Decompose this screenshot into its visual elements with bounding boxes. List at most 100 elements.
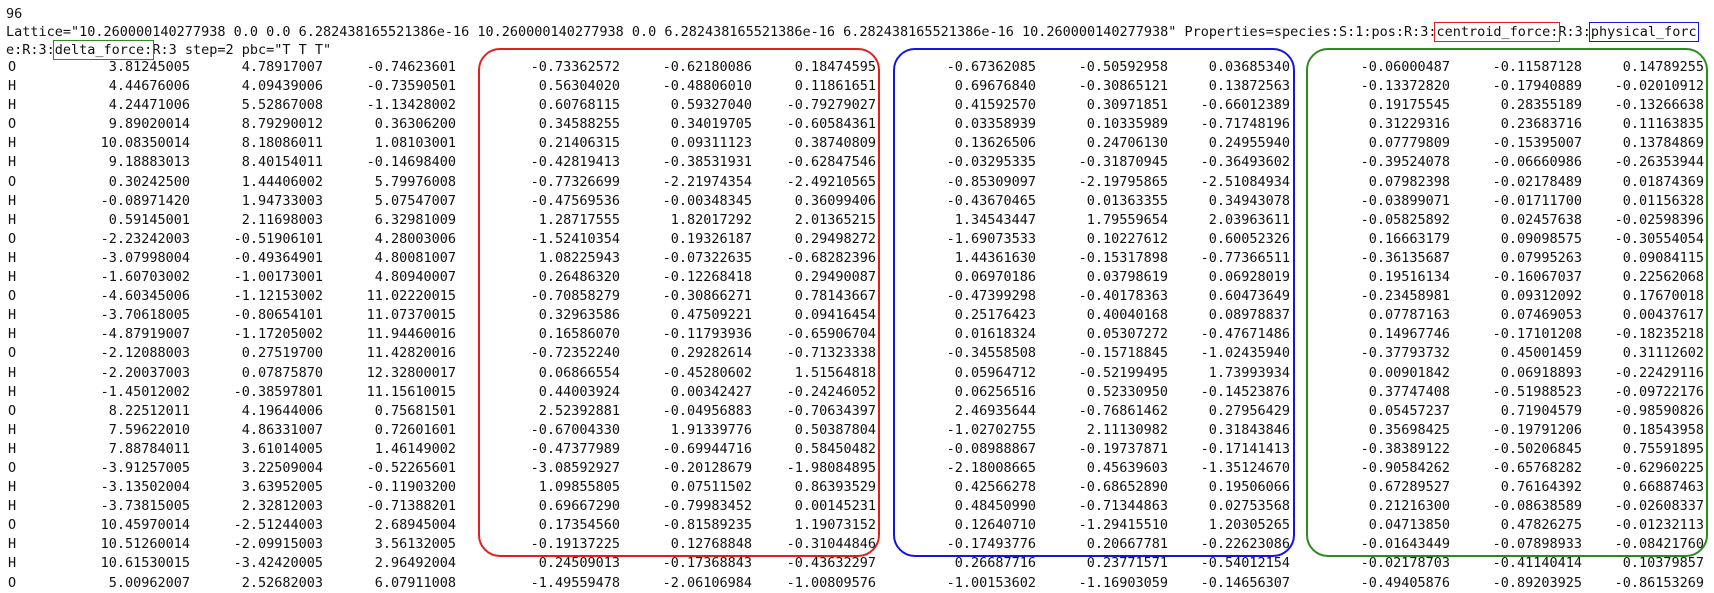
cell-centroid-fx: 1.08225943 [538,249,620,266]
cell-physical-fx: 0.26687716 [954,555,1036,572]
cell-pos-z: 11.42820016 [366,345,456,362]
cell-physical-fy: -0.52199495 [1078,364,1168,381]
cell-species: H [8,135,17,152]
cell-pos-y: -2.51244003 [233,517,323,534]
cell-centroid-fx: 0.34588255 [538,116,620,133]
cell-physical-fx: -2.18008665 [946,459,1036,476]
lattice-text: Lattice="10.260000140277938 0.0 0.0 6.28… [6,24,1437,40]
cell-pos-x: 10.61530015 [100,555,190,572]
cell-species: O [8,517,17,534]
cell-physical-fy: -0.76861462 [1078,402,1168,419]
cell-physical-fz: 0.60052326 [1208,230,1290,247]
cell-pos-x: -1.60703002 [100,269,190,286]
cell-centroid-fy: 0.29282614 [670,345,752,362]
cell-species: H [8,421,17,438]
cell-centroid-fy: -0.38531931 [662,154,752,171]
cell-delta-fx: 0.19516134 [1368,269,1450,286]
cell-delta-fy: -0.17940889 [1492,78,1582,95]
cell-pos-y: 2.32812003 [241,498,323,515]
cell-pos-x: -3.07998004 [100,249,190,266]
cell-delta-fx: 0.07787163 [1368,307,1450,324]
cell-physical-fy: 0.10335989 [1086,116,1168,133]
cell-centroid-fz: -0.60584361 [786,116,876,133]
centroid-force-box [478,48,880,557]
cell-centroid-fx: 0.21406315 [538,135,620,152]
cell-centroid-fy: -0.30866271 [662,288,752,305]
atom-row: O -2.23242003 -0.51906101 4.28003006 -1.5241… [0,230,1714,249]
atom-row: H 4.24471006 5.52867008 -1.13428002 0.607681… [0,96,1714,115]
cell-delta-fy: -0.17101208 [1492,326,1582,343]
cell-pos-x: 3.81245005 [108,59,190,75]
atom-row: H 10.61530015 -3.42420005 2.96492004 0.24509… [0,554,1714,573]
cell-physical-fz: 1.20305265 [1208,517,1290,534]
cell-species: H [8,192,17,209]
cell-delta-fy: -0.50206845 [1492,440,1582,457]
cell-centroid-fx: -0.47377989 [530,440,620,457]
cell-physical-fy: -1.16903059 [1078,574,1168,591]
cell-delta-fz: 0.31112602 [1622,345,1704,362]
cell-centroid-fy: -2.06106984 [662,574,752,591]
cell-centroid-fy: 0.59327040 [670,97,752,114]
atom-row: O -4.60345006 -1.12153002 11.02220015 -0.708… [0,287,1714,306]
cell-delta-fz: -0.02608337 [1614,498,1704,515]
cell-delta-fz: -0.02010912 [1614,78,1704,95]
cell-physical-fy: -0.71344863 [1078,498,1168,515]
cell-pos-y: 4.78917007 [241,59,323,75]
cell-pos-y: -0.38597801 [233,383,323,400]
cell-physical-fy: -2.19795865 [1078,173,1168,190]
cell-centroid-fz: 0.58450482 [794,440,876,457]
cell-pos-y: 2.52682003 [241,574,323,591]
cell-delta-fy: 0.76164392 [1500,479,1582,496]
cell-species: H [8,307,17,324]
cell-physical-fy: 0.01363355 [1086,192,1168,209]
cell-pos-z: 4.28003006 [374,230,456,247]
cell-pos-x: 9.89020014 [108,116,190,133]
cell-pos-x: -3.70618005 [100,307,190,324]
atom-row: H -1.60703002 -1.00173001 4.80940007 0.26486… [0,268,1714,287]
cell-physical-fy: -0.15317898 [1078,249,1168,266]
cell-centroid-fy: -0.12268418 [662,269,752,286]
cell-centroid-fy: -0.69944716 [662,440,752,457]
cell-delta-fy: -0.01711700 [1492,192,1582,209]
cell-centroid-fx: 0.06866554 [538,364,620,381]
cell-centroid-fy: 0.09311123 [670,135,752,152]
cell-centroid-fx: 0.24509013 [538,555,620,572]
cell-pos-z: 5.79976008 [374,173,456,190]
cell-physical-fy: 0.45639603 [1086,459,1168,476]
cell-centroid-fz: -0.43632297 [786,555,876,572]
cell-delta-fz: -0.09722176 [1614,383,1704,400]
cell-physical-fy: -0.15718845 [1078,345,1168,362]
cell-species: O [8,230,17,247]
cell-pos-y: 1.44406002 [241,173,323,190]
atom-row: O -2.12088003 0.27519700 11.42820016 -0.7235… [0,344,1714,363]
cell-pos-z: 11.02220015 [366,288,456,305]
cell-centroid-fz: -0.79279027 [786,97,876,114]
cell-physical-fx: -0.08988867 [946,440,1036,457]
atom-row: H -0.08971420 1.94733003 5.07547007 -0.47569… [0,192,1714,211]
cell-delta-fz: 0.75591895 [1622,440,1704,457]
cell-physical-fx: 0.42566278 [954,479,1036,496]
atom-row: O 10.45970014 -2.51244003 2.68945004 0.17354… [0,516,1714,535]
cell-delta-fy: 0.28355189 [1500,97,1582,114]
cell-delta-fx: -0.49405876 [1360,574,1450,591]
cell-physical-fx: 1.34543447 [954,211,1036,228]
cell-delta-fz: 0.17670018 [1622,288,1704,305]
cell-delta-fx: 0.31229316 [1368,116,1450,133]
physical-force-box [893,48,1295,557]
cell-centroid-fy: -0.62180086 [662,59,752,75]
centroid-force-label: centroid_force: [1434,22,1561,42]
cell-pos-y: -0.51906101 [233,230,323,247]
cell-centroid-fz: 0.18474595 [794,59,876,75]
cell-delta-fx: -0.38389122 [1360,440,1450,457]
cell-delta-fx: 0.16663179 [1368,230,1450,247]
cell-physical-fx: -1.02702755 [946,421,1036,438]
cell-pos-z: 6.07911008 [374,574,456,591]
cell-pos-x: 4.44676006 [108,78,190,95]
atom-row: H -3.70618005 -0.80654101 11.07370015 0.3296… [0,306,1714,325]
cell-delta-fy: 0.07995263 [1500,249,1582,266]
cell-centroid-fz: -0.71323338 [786,345,876,362]
cell-pos-y: -1.17205002 [233,326,323,343]
cell-species: O [8,345,17,362]
cell-pos-y: 1.94733003 [241,192,323,209]
cell-pos-x: -3.13502004 [100,479,190,496]
